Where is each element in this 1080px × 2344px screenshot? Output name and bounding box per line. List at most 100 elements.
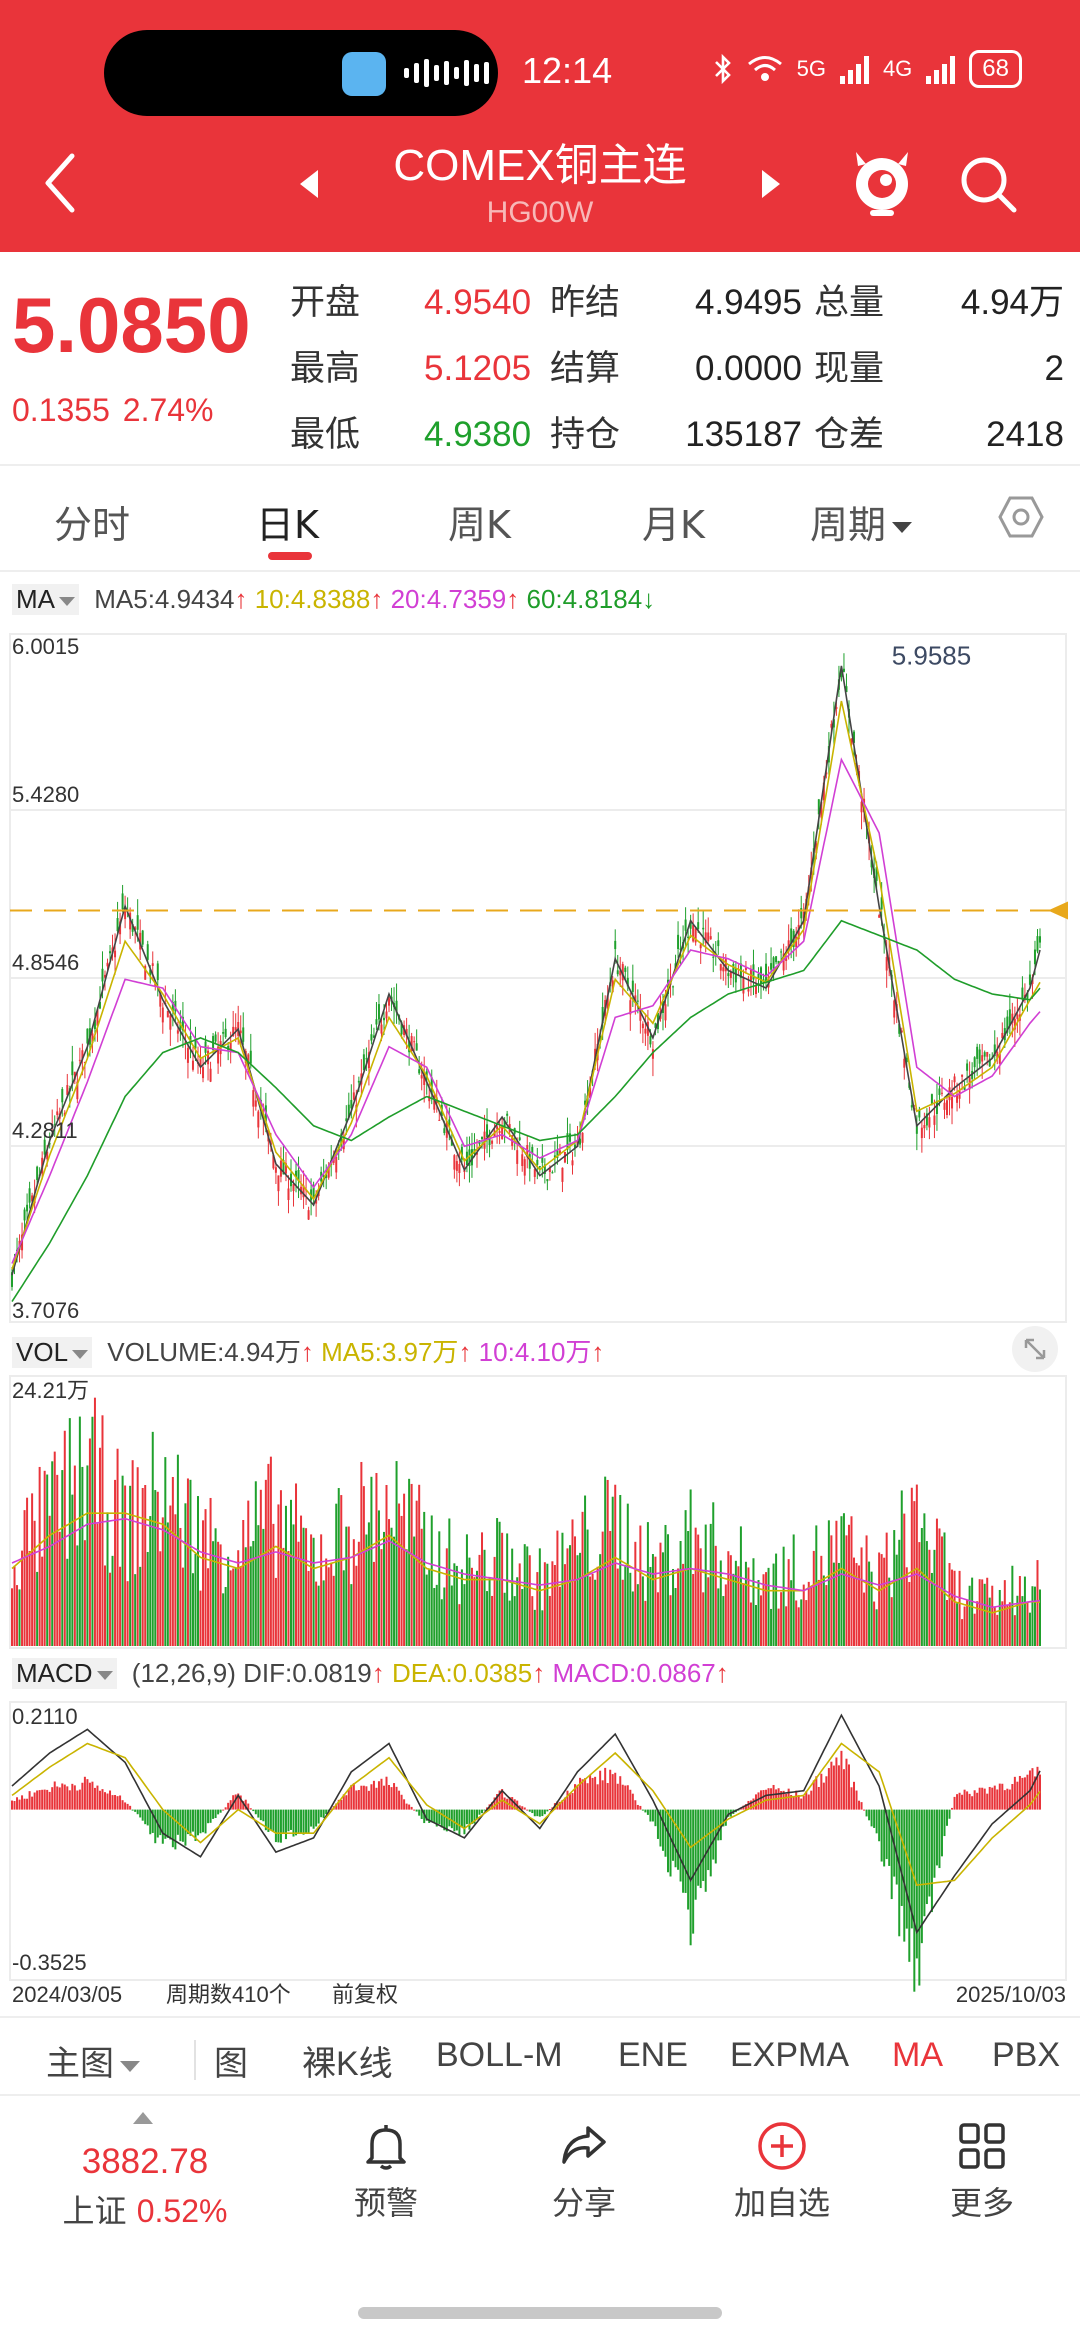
expand-chart-button[interactable] [1012, 1326, 1058, 1372]
candle-body [420, 1075, 423, 1079]
candle-body [307, 1210, 310, 1220]
add-circle-icon [758, 2122, 806, 2170]
nav-more[interactable]: 更多 [912, 2120, 1052, 2224]
macd-bar [988, 1786, 991, 1810]
ma-selector[interactable]: MA [12, 584, 79, 615]
down-arrow-icon: ↓ [642, 584, 656, 614]
candle-body [835, 707, 838, 709]
indicator-item[interactable]: ENE [618, 2036, 688, 2074]
volume-bar [13, 1565, 16, 1646]
macd-bar [350, 1784, 353, 1810]
macd-bar [159, 1809, 162, 1836]
volume-bar [81, 1466, 84, 1646]
y-tick-label: 4.2811 [12, 1118, 78, 1143]
candle-body [455, 1161, 458, 1171]
macd-bar [234, 1794, 237, 1810]
macd-bar [68, 1790, 71, 1810]
indicator-item[interactable]: PBX [992, 2036, 1061, 2074]
volume-bar [408, 1478, 411, 1646]
volume-bar [390, 1527, 393, 1646]
volume-bar [262, 1528, 265, 1646]
main-chart-selector[interactable]: 主图 [46, 2036, 140, 2085]
tab-intraday[interactable]: 分时 [54, 503, 131, 547]
macd-bar [611, 1774, 614, 1810]
candle-body [589, 1087, 592, 1098]
macd-bar [546, 1809, 549, 1812]
macd-bar [483, 1809, 486, 1811]
volume-bar [953, 1570, 956, 1646]
index-ticker[interactable]: 3882.78 上证 0.52% [0, 2108, 290, 2232]
macd-bar [443, 1809, 446, 1831]
candle-body [186, 1048, 189, 1063]
candle-body [747, 989, 750, 992]
candle-body [719, 964, 722, 971]
indicator-item[interactable]: BOLL-M [436, 2036, 563, 2074]
macd-bar [377, 1781, 380, 1810]
macd-bar [606, 1783, 609, 1810]
indicator-item[interactable]: 图 [214, 2045, 248, 2083]
indicator-item[interactable]: 裸K线 [302, 2045, 393, 2083]
next-contract-icon[interactable] [762, 170, 780, 198]
volume-bar [297, 1541, 300, 1646]
mascot-icon[interactable] [846, 146, 918, 220]
volume-bar [121, 1475, 124, 1646]
tab-daily-k[interactable]: 日K [256, 503, 319, 547]
candle-body [923, 1125, 926, 1129]
nav-share[interactable]: 分享 [514, 2120, 654, 2224]
macd-bar [398, 1790, 401, 1810]
nav-add-watchlist[interactable]: 加自选 [712, 2120, 852, 2224]
candle-body [584, 1100, 587, 1105]
nav-alert[interactable]: 预警 [316, 2120, 456, 2224]
chevron-down-icon [892, 522, 913, 533]
search-icon[interactable] [956, 152, 1020, 216]
macd-bar [154, 1809, 157, 1844]
volume-bar [893, 1530, 896, 1646]
change-value: 0.1355 [12, 392, 110, 428]
macd-bar [242, 1801, 245, 1810]
candle-body [754, 985, 757, 994]
candle-body [375, 1019, 378, 1025]
volume-bar [257, 1525, 260, 1646]
macd-bar [561, 1800, 564, 1810]
candle-body [956, 1094, 959, 1103]
volume-bar [687, 1531, 690, 1646]
macd-bar [812, 1780, 815, 1810]
candle-body [925, 1113, 928, 1126]
tab-monthly-k[interactable]: 月K [642, 503, 705, 547]
macd-bar [865, 1809, 868, 1817]
prev-contract-icon[interactable] [300, 170, 318, 198]
macd-selector[interactable]: MACD [12, 1658, 117, 1689]
volume-bar [589, 1576, 592, 1646]
macd-bar [408, 1804, 411, 1810]
macd-bar [692, 1809, 695, 1934]
indicator-item-active[interactable]: MA [892, 2036, 943, 2074]
candle-body [704, 932, 707, 944]
label-settle: 结算 [550, 349, 621, 389]
macd-bar [367, 1790, 370, 1810]
volume-bar [418, 1484, 421, 1646]
volume-bar [393, 1536, 396, 1646]
macd-bar [973, 1790, 976, 1810]
candle-body [28, 1188, 31, 1203]
vol-selector[interactable]: VOL [12, 1337, 93, 1368]
volume-bar [930, 1572, 933, 1646]
home-indicator[interactable] [358, 2307, 722, 2319]
tab-period-dropdown[interactable]: 周期 [810, 494, 913, 549]
kline-chart[interactable]: 5.9585 6.0015 5.4280 4.8546 4.2811 3.7076 [0, 624, 1080, 1324]
candle-body [448, 1119, 451, 1126]
quote-col-3-values: 4.94万 2 2418 [961, 270, 1064, 468]
macd-bar [868, 1809, 871, 1821]
tab-weekly-k[interactable]: 周K [448, 503, 511, 547]
indicator-item[interactable]: EXPMA [730, 2036, 850, 2074]
chart-grid [9, 633, 1067, 1323]
candle-body [370, 1034, 373, 1041]
candle-body [413, 1041, 416, 1043]
candle-body [124, 907, 127, 920]
macd-bar [131, 1809, 134, 1811]
back-arrow-icon[interactable] [40, 148, 80, 218]
macd-bar [935, 1809, 938, 1866]
settings-hexagon-icon[interactable] [998, 494, 1044, 540]
macd-bar [830, 1761, 833, 1810]
volume-bar [742, 1583, 745, 1646]
volume-bar [249, 1546, 252, 1646]
